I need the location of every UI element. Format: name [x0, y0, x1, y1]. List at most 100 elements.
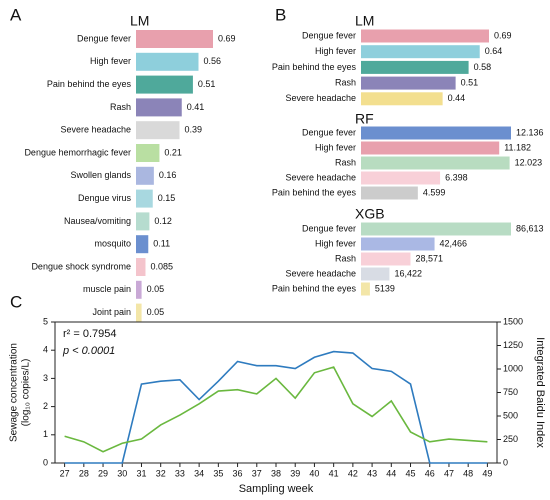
bar	[361, 45, 480, 59]
chart-title: LM	[130, 13, 149, 29]
x-tick-label: 49	[482, 468, 492, 478]
value-label: 0.21	[164, 147, 182, 157]
x-tick-label: 38	[271, 468, 281, 478]
value-label: 0.12	[154, 216, 172, 226]
value-label: 0.085	[150, 261, 173, 271]
y2-tick-label: 1250	[503, 340, 523, 350]
category-label: Nausea/vomiting	[64, 216, 131, 226]
value-label: 0.58	[474, 62, 492, 72]
category-label: Pain behind the eyes	[47, 79, 132, 89]
bar	[136, 98, 182, 117]
category-label: mosquito	[94, 239, 131, 249]
x-tick-label: 29	[98, 468, 108, 478]
x-tick-label: 48	[463, 468, 473, 478]
bar	[136, 75, 193, 94]
bar	[136, 189, 153, 208]
x-tick-label: 34	[194, 468, 204, 478]
x-tick-label: 30	[117, 468, 127, 478]
value-label: 0.05	[147, 284, 165, 294]
category-label: Dengue virus	[78, 193, 132, 203]
x-tick-label: 36	[233, 468, 243, 478]
panel-label: A	[10, 5, 22, 24]
y-tick-label: 4	[43, 345, 48, 355]
category-label: Severe headache	[285, 172, 356, 182]
x-tick-label: 35	[213, 468, 223, 478]
category-label: High fever	[315, 46, 356, 56]
value-label: 0.11	[153, 239, 170, 249]
category-label: Pain behind the eyes	[272, 62, 357, 72]
value-label: 4.599	[423, 187, 446, 197]
category-label: Dengue fever	[302, 223, 356, 233]
value-label: 0.44	[448, 93, 466, 103]
x-tick-label: 33	[175, 468, 185, 478]
value-label: 0.41	[187, 102, 205, 112]
category-label: Rash	[110, 102, 131, 112]
category-label: Severe headache	[60, 125, 131, 135]
category-label: High fever	[315, 238, 356, 248]
value-label: 0.51	[198, 79, 216, 89]
x-tick-label: 43	[367, 468, 377, 478]
value-label: 6.398	[445, 172, 468, 182]
bar	[361, 267, 390, 281]
category-label: Severe headache	[285, 93, 356, 103]
category-label: Dengue fever	[302, 30, 356, 40]
bar	[136, 144, 160, 162]
bar	[361, 29, 489, 43]
value-label: 0.64	[485, 46, 503, 56]
x-tick-label: 47	[444, 468, 454, 478]
bar	[361, 141, 500, 155]
x-tick-label: 42	[348, 468, 358, 478]
bar	[136, 280, 142, 299]
category-label: High fever	[315, 142, 356, 152]
bar	[136, 166, 154, 185]
bar	[361, 282, 370, 296]
series-line	[64, 350, 488, 464]
x-tick-label: 27	[60, 468, 70, 478]
y-axis-label: (log₁₀ copies/L)	[21, 359, 32, 427]
bar	[136, 121, 180, 140]
bar	[136, 52, 199, 71]
value-label: 5139	[375, 283, 395, 293]
x-tick-label: 41	[329, 468, 339, 478]
category-label: Dengue fever	[302, 127, 356, 137]
category-label: High fever	[90, 56, 131, 66]
category-label: Dengue fever	[77, 33, 131, 43]
category-label: Joint pain	[92, 307, 131, 317]
bar	[361, 186, 418, 200]
value-label: 0.56	[203, 56, 221, 66]
x-axis-label: Sampling week	[239, 483, 314, 495]
y-tick-label: 1	[43, 429, 48, 439]
category-label: Swollen glands	[70, 170, 131, 180]
bar	[361, 76, 456, 90]
value-label: 28,571	[415, 253, 443, 263]
series-line	[64, 366, 488, 453]
x-tick-label: 28	[79, 468, 89, 478]
value-label: 0.69	[218, 33, 236, 43]
category-label: Dengue shock syndrome	[31, 261, 131, 271]
panel-label: C	[10, 292, 22, 311]
value-label: 0.05	[147, 307, 165, 317]
value-label: 0.69	[494, 30, 512, 40]
bar	[136, 258, 146, 276]
category-label: Dengue hemorrhagic fever	[24, 147, 131, 157]
category-label: Rash	[335, 77, 356, 87]
category-label: Pain behind the eyes	[272, 187, 357, 197]
value-label: 12.136	[516, 127, 544, 137]
annotation: r² = 0.7954	[63, 328, 117, 340]
value-label: 0.39	[185, 125, 203, 135]
bar	[361, 222, 511, 236]
panel-label: B	[275, 5, 286, 24]
y2-tick-label: 1000	[503, 363, 523, 373]
bar	[136, 235, 149, 254]
y-axis-label: Sewage concentration	[9, 343, 20, 442]
bar	[361, 171, 441, 185]
y2-tick-label: 750	[503, 387, 518, 397]
value-label: 0.15	[158, 193, 176, 203]
y2-tick-label: 1500	[503, 316, 523, 326]
value-label: 16,422	[394, 268, 422, 278]
bar	[361, 92, 443, 106]
y2-tick-label: 0	[503, 457, 508, 467]
x-tick-label: 32	[156, 468, 166, 478]
category-label: muscle pain	[83, 284, 131, 294]
y-tick-label: 3	[43, 373, 48, 383]
